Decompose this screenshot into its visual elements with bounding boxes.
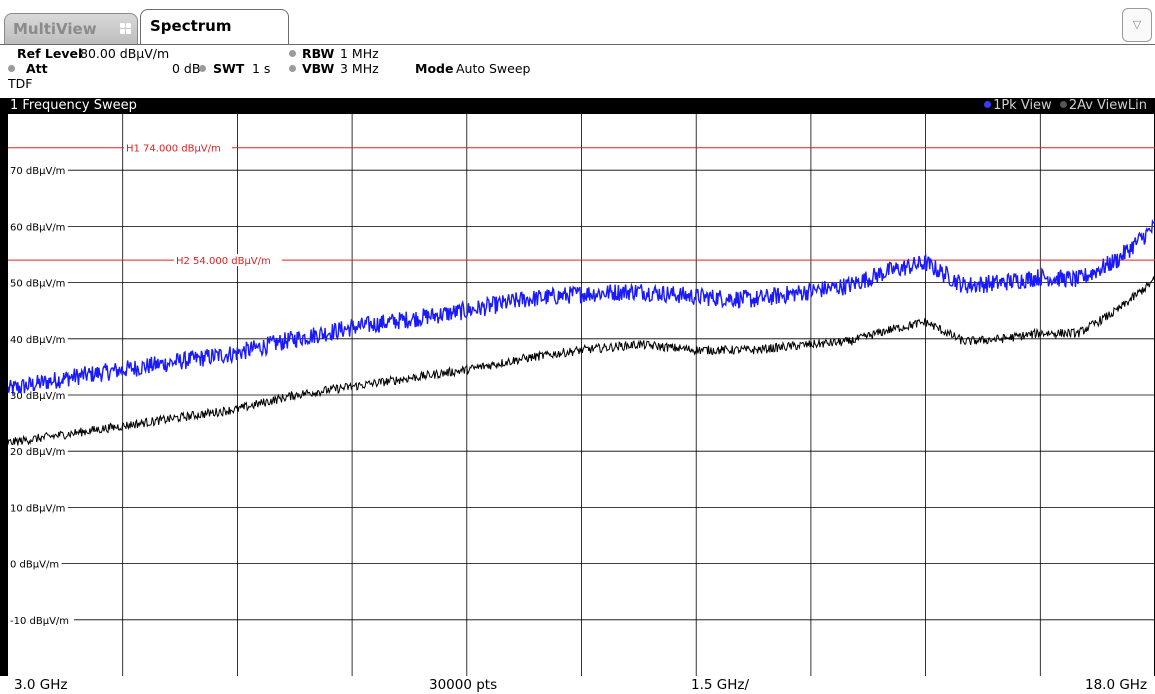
swt-label: SWT <box>213 61 245 76</box>
limit-label-bg <box>124 141 232 154</box>
trace1-legend-label: 1Pk View <box>993 98 1052 113</box>
frequency-sweep-diagram[interactable]: 1 Frequency Sweep 1Pk View 2Av ViewLin 7… <box>8 98 1155 694</box>
y-tick-label: 70 dBµV/m <box>10 166 65 177</box>
sweep-points: 30000 pts <box>429 677 498 693</box>
diagram-title-bar: 1 Frequency Sweep 1Pk View 2Av ViewLin <box>8 98 1155 114</box>
tab-multiview-label: MultiView <box>13 20 97 38</box>
traces <box>8 218 1155 446</box>
swt-value: 1 s <box>252 61 271 76</box>
att-dot-icon <box>8 65 15 72</box>
chevron-down-icon[interactable]: ▽ <box>1122 8 1152 42</box>
ref-level-value: 80.00 dBµV/m <box>80 46 170 61</box>
vbw-dot-icon <box>289 65 296 72</box>
y-tick-label: -10 dBµV/m <box>10 616 69 627</box>
trace-legend: 1Pk View 2Av ViewLin <box>984 98 1147 113</box>
y-tick-label: 0 dBµV/m <box>10 560 59 571</box>
trace-1-line <box>8 218 1155 395</box>
vbw-value: 3 MHz <box>340 61 379 76</box>
multiview-grid-icon <box>120 23 132 35</box>
rbw-value: 1 MHz <box>340 46 379 61</box>
spectrum-plot[interactable]: 70 dBµV/m 60 dBµV/m 50 dBµV/m 40 dBµV/m 30 d… <box>8 114 1155 676</box>
att-indicator <box>8 61 18 76</box>
vbw-indicator <box>289 61 299 76</box>
limit-line-label-h2: H2 54.000 dBµV/m <box>176 256 271 267</box>
y-tick-label: 40 dBµV/m <box>10 335 65 346</box>
span-per-division: 1.5 GHz/ <box>691 677 750 693</box>
y-axis-labels: 70 dBµV/m 60 dBµV/m 50 dBµV/m 40 dBµV/m 30 d… <box>10 166 69 627</box>
trace2-dot-icon <box>1059 101 1067 108</box>
y-tick-label: 10 dBµV/m <box>10 503 65 514</box>
mode-value: Auto Sweep <box>456 61 531 76</box>
vbw-label: VBW <box>302 61 335 76</box>
measurement-settings-panel[interactable]: Ref Level 80.00 dBµV/m Att 0 dB TDF SWT … <box>0 44 1155 99</box>
limit-lines: H1 74.000 dBµV/m H2 54.000 dBµV/m <box>8 141 1155 267</box>
limit-label-bg <box>174 254 282 267</box>
plot-grid <box>61 114 1155 676</box>
swt-dot-icon <box>199 65 206 72</box>
swt-indicator <box>199 61 209 76</box>
frequency-axis-footer: 3.0 GHz 30000 pts 1.5 GHz/ 18.0 GHz <box>0 676 1155 694</box>
tab-spectrum-label: Spectrum <box>150 17 232 35</box>
trace1-dot-icon <box>984 101 992 108</box>
start-frequency: 3.0 GHz <box>14 677 68 693</box>
trace-2-line <box>8 275 1155 446</box>
tab-multiview[interactable]: MultiView <box>4 13 138 44</box>
rbw-label: RBW <box>302 46 335 61</box>
stop-frequency: 18.0 GHz <box>1085 677 1148 693</box>
tab-spectrum[interactable]: Spectrum <box>140 9 289 45</box>
att-value: 0 dB <box>172 61 201 76</box>
mode-label: Mode <box>415 61 454 76</box>
limit-line-label-h1: H1 74.000 dBµV/m <box>126 144 221 155</box>
diagram-left-border <box>0 98 8 694</box>
trace2-legend-label: 2Av ViewLin <box>1068 98 1147 113</box>
y-tick-label: 20 dBµV/m <box>10 447 65 458</box>
diagram-title: 1 Frequency Sweep <box>10 98 137 113</box>
y-tick-label: 30 dBµV/m <box>10 391 65 402</box>
y-tick-label: 50 dBµV/m <box>10 279 65 290</box>
rbw-dot-icon <box>289 50 296 57</box>
rbw-indicator <box>289 46 299 61</box>
ref-level-label: Ref Level <box>17 46 83 61</box>
y-tick-label: 60 dBµV/m <box>10 222 65 233</box>
tab-bar: MultiView Spectrum ▽ <box>0 0 1155 45</box>
tdf-label: TDF <box>8 76 33 91</box>
att-label: Att <box>26 61 48 76</box>
